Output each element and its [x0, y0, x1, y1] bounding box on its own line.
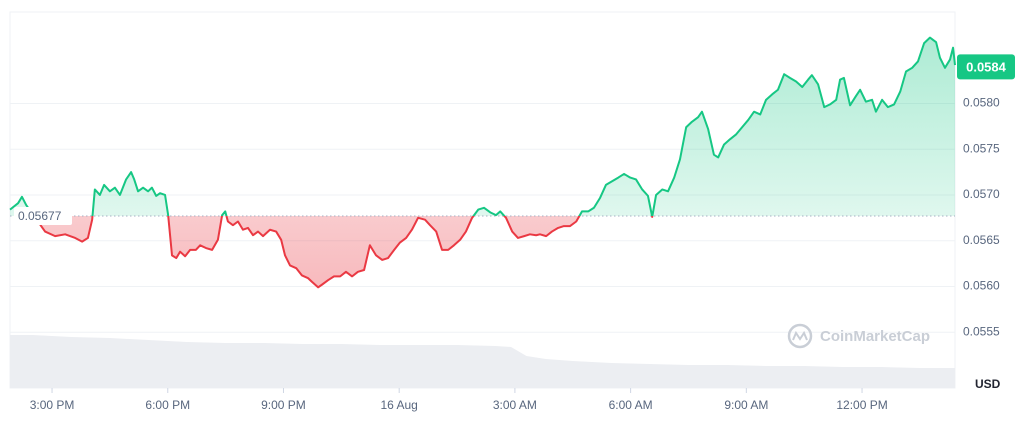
baseline-label: 0.05677 [18, 209, 62, 223]
y-axis-label: USD [975, 377, 1001, 391]
volume-area [10, 335, 955, 388]
price-line-up [9, 36, 956, 217]
x-tick-label: 9:00 PM [261, 398, 306, 412]
y-tick-label: 0.0570 [963, 187, 1000, 201]
area-up [10, 37, 955, 217]
y-tick-label: 0.0560 [963, 279, 1000, 293]
price-tag [957, 54, 1015, 80]
y-tick-label: 0.0580 [963, 96, 1000, 110]
watermark-text: CoinMarketCap [820, 328, 930, 345]
y-tick-label: 0.0565 [963, 233, 1000, 247]
watermark: CoinMarketCap [787, 323, 930, 349]
x-tick-label: 16 Aug [380, 398, 417, 412]
x-tick-label: 3:00 PM [30, 398, 75, 412]
x-tick-label: 6:00 PM [145, 398, 190, 412]
y-tick-label: 0.0555 [963, 324, 1000, 338]
price-tag-label: 0.0584 [966, 59, 1007, 74]
x-tick-label: 9:00 AM [724, 398, 768, 412]
x-tick-label: 12:00 PM [836, 398, 887, 412]
x-tick-label: 6:00 AM [609, 398, 653, 412]
y-tick-label: 0.0575 [963, 141, 1000, 155]
x-tick-label: 3:00 AM [493, 398, 537, 412]
price-line-down [32, 216, 654, 289]
baseline-label-box [14, 207, 72, 226]
